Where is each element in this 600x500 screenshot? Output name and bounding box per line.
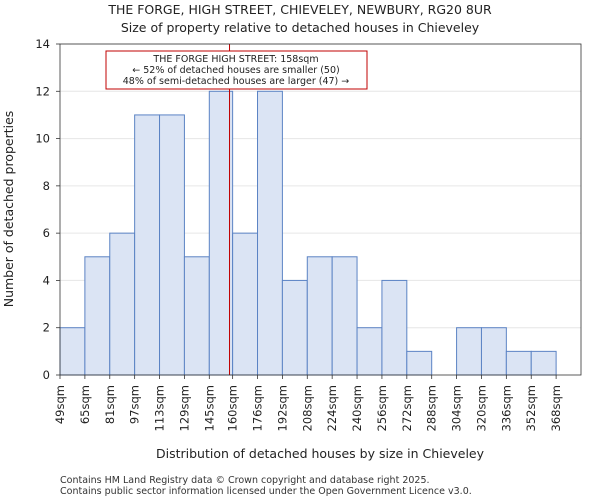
bar [306,256,333,376]
x-tick-label: 304sqm [450,385,464,431]
x-tick-label: 145sqm [202,385,216,431]
annotation-box [105,50,368,90]
plot-frame [59,43,582,376]
annotation-line-3: 48% of semi-detached houses are larger (… [123,76,350,87]
y-axis-ticks: 0 2 4 6 8 10 12 14 [35,37,60,382]
y-axis-label: Number of detached properties [1,111,16,308]
annotation-line-2: ← 52% of detached houses are smaller (50… [132,65,339,76]
x-tick-label: 49sqm [53,385,67,424]
bar [183,256,210,376]
x-tick-label: 176sqm [251,385,265,431]
y-tick-label: 8 [43,179,50,193]
x-tick-label: 97sqm [128,385,142,424]
footer-line-1: Contains HM Land Registry data © Crown c… [60,475,430,486]
bar [406,350,433,376]
bar [456,327,482,376]
x-axis-label: Distribution of detached houses by size … [156,446,485,461]
bar [381,279,408,376]
y-tick-label: 2 [43,321,50,335]
x-tick-label: 272sqm [400,385,414,431]
bar [232,232,259,376]
x-tick-label: 240sqm [350,385,364,431]
x-tick-label: 113sqm [153,385,167,431]
bar [84,256,111,376]
bar [480,327,507,376]
x-tick-label: 65sqm [78,385,92,424]
bar [281,279,308,376]
y-tick-label: 12 [35,84,50,98]
y-tick-label: 6 [43,226,50,240]
x-tick-label: 256sqm [375,385,389,431]
x-tick-label: 208sqm [300,385,314,431]
x-tick-label: 288sqm [425,385,439,431]
x-tick-label: 336sqm [499,385,513,431]
y-tick-label: 10 [35,132,50,146]
x-tick-label: 192sqm [275,385,289,431]
x-axis-ticks: 49sqm 65sqm 81sqm 97sqm 113sqm 129sqm 145sqm 16… [53,375,563,431]
bar [530,350,557,376]
footer-line-2: Contains public sector information licen… [60,486,472,497]
bar [356,327,383,376]
y-tick-label: 0 [43,368,50,382]
chart-title: THE FORGE, HIGH STREET, CHIEVELEY, NEWBU… [107,2,492,17]
bar [331,256,358,376]
bar [109,232,136,376]
bar [505,350,532,376]
x-tick-label: 224sqm [325,385,339,431]
y-tick-label: 14 [35,37,50,51]
bar [159,114,185,376]
x-tick-label: 81sqm [103,385,117,424]
x-tick-label: 129sqm [177,385,191,431]
chart-subtitle: Size of property relative to detached ho… [121,20,480,35]
y-tick-label: 4 [43,273,50,287]
x-tick-label: 368sqm [549,385,563,431]
bar [257,90,283,376]
x-tick-label: 320sqm [474,385,488,431]
annotation-line-1: THE FORGE HIGH STREET: 158sqm [152,54,318,65]
x-tick-label: 352sqm [524,385,538,431]
x-tick-label: 160sqm [226,385,240,431]
bar [134,114,161,376]
bar [59,327,86,376]
bars [59,90,557,376]
